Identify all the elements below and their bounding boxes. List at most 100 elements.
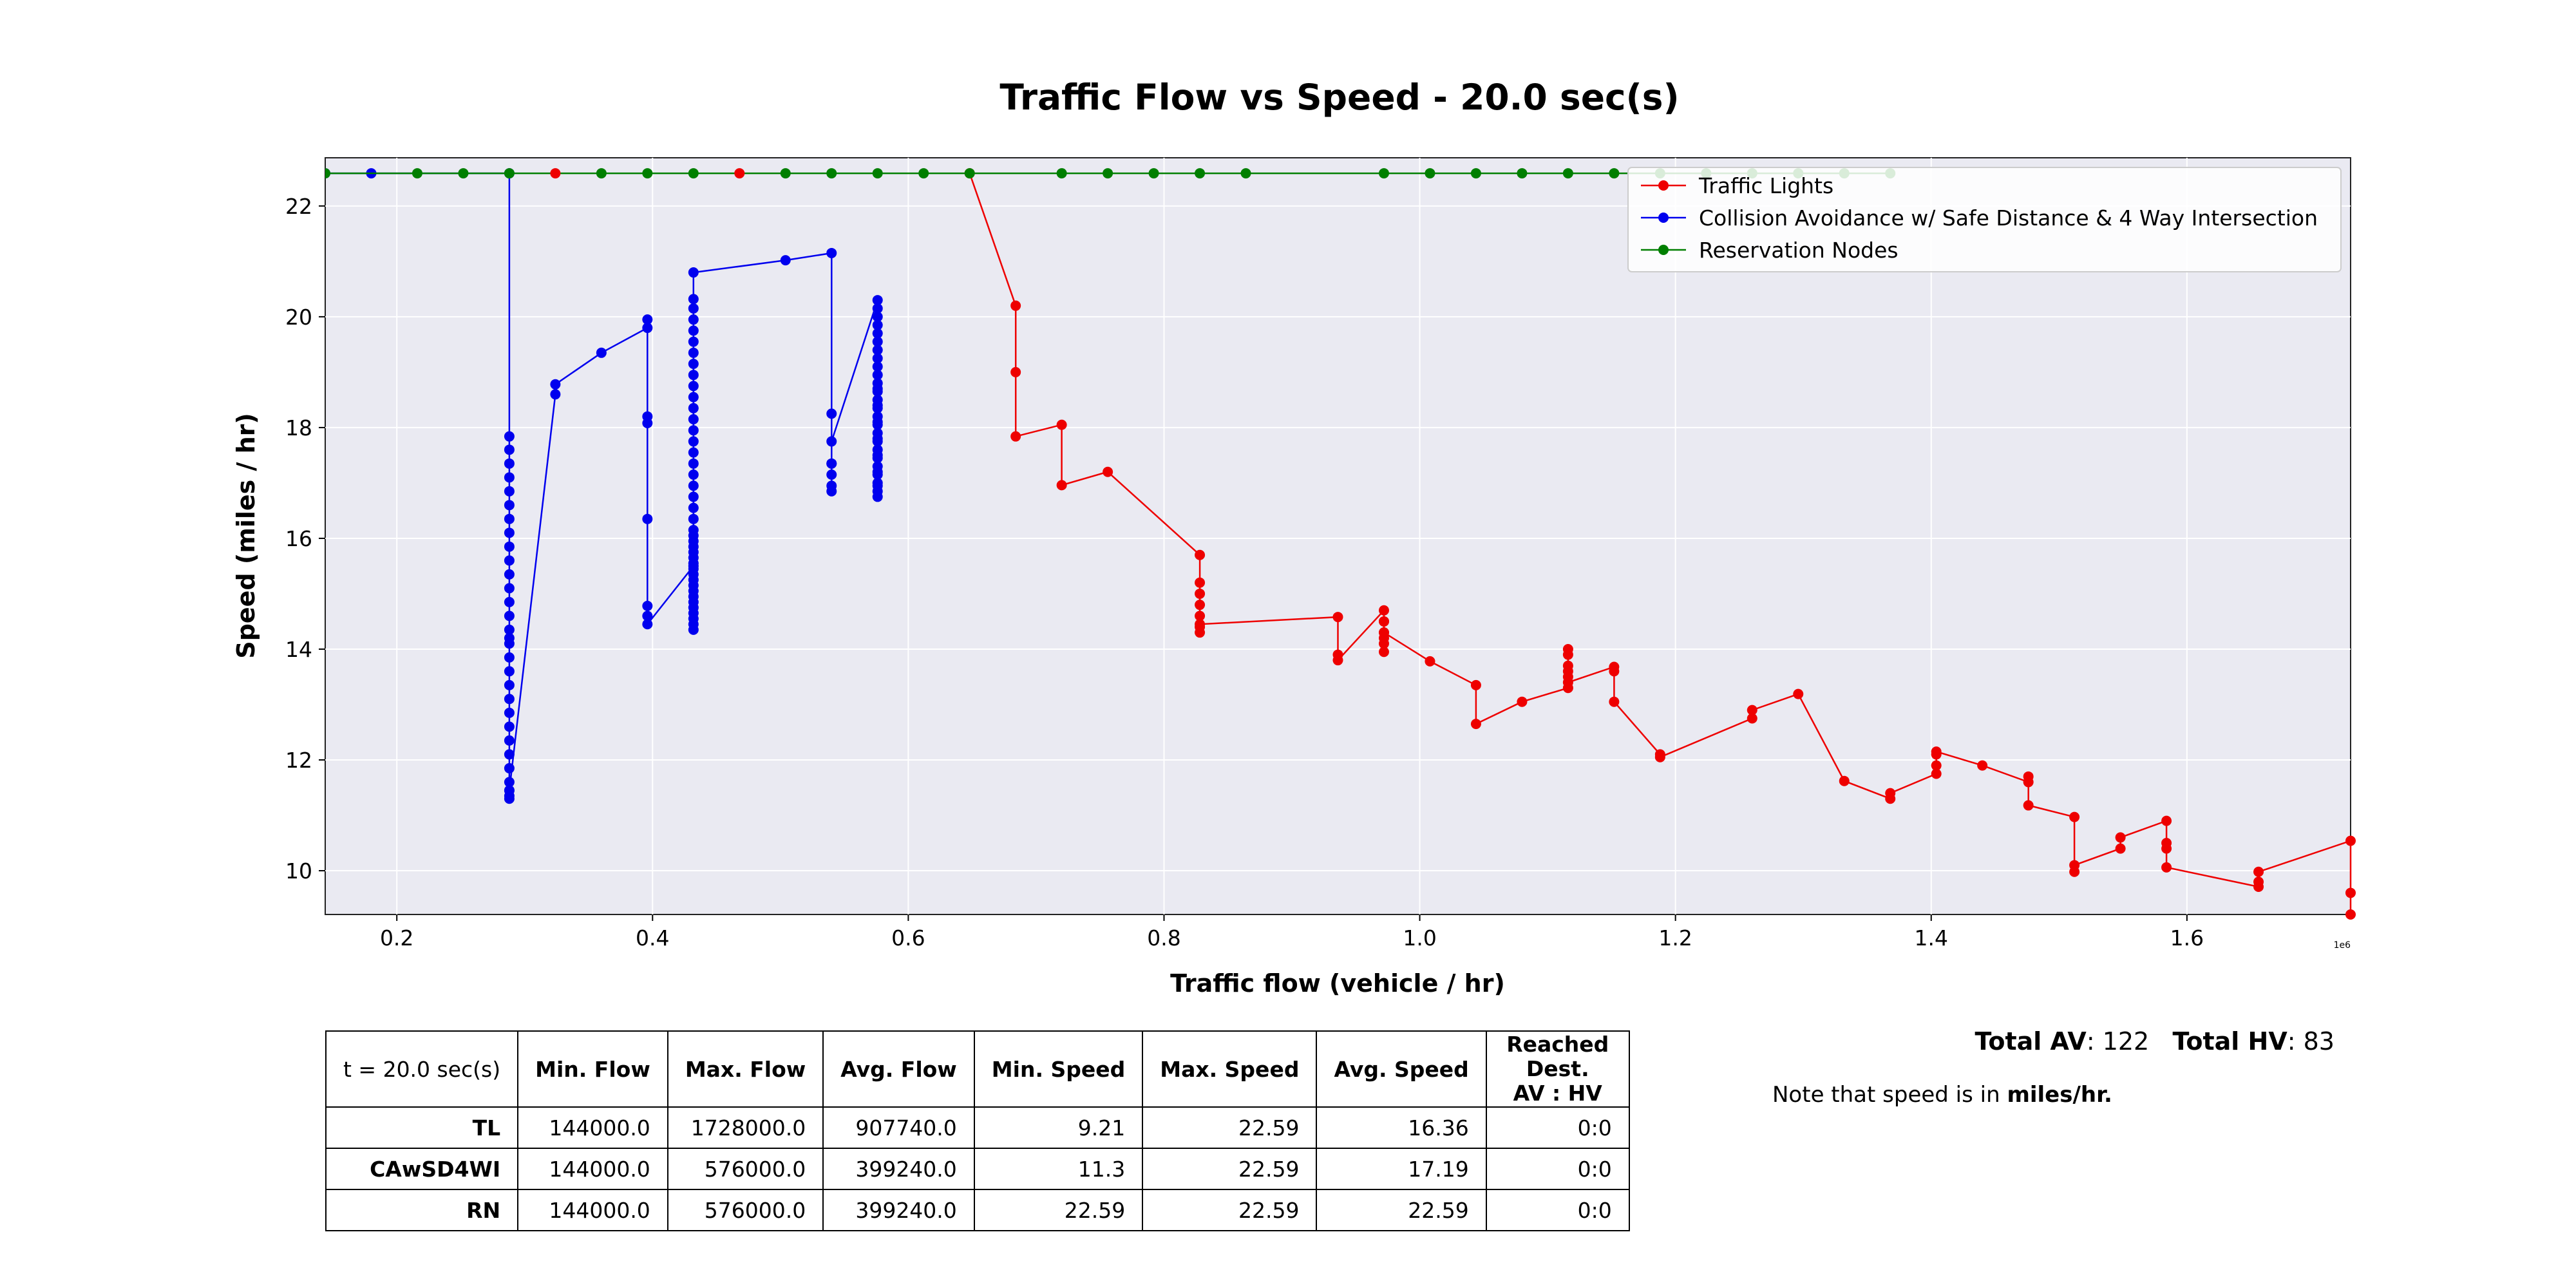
data-point [688,314,699,325]
data-point [504,472,515,483]
data-point [504,721,515,732]
total-hv-label: Total HV [2172,1027,2287,1056]
table-cell: 0:0 [1485,1106,1630,1149]
x-tick-label: 1.4 [1915,925,1948,951]
note-unit: miles/hr. [2007,1082,2112,1108]
data-point [1470,679,1481,690]
stats-table: t = 20.0 sec(s) Min. Flow Max. Flow Avg.… [325,1030,1630,1231]
data-point [2253,866,2264,877]
data-point [780,255,791,266]
data-point [325,168,330,179]
data-point [504,652,515,663]
data-point [1977,760,1988,771]
data-point [2345,887,2356,898]
data-point [504,735,515,746]
data-point [688,168,699,179]
data-point [1103,466,1113,477]
data-point [688,513,699,524]
table-cell: 576000.0 [667,1189,824,1231]
data-point [688,541,699,552]
data-point [2069,860,2080,871]
data-point [504,583,515,594]
data-point [1378,627,1389,638]
data-point [1056,480,1067,491]
table-cell: 22.59 [973,1189,1144,1231]
data-point [1378,647,1389,658]
data-point [596,168,607,179]
data-point [1517,696,1528,707]
data-point [872,433,883,444]
data-point [688,425,699,436]
data-point [872,311,883,322]
data-point [504,611,515,621]
data-point [2023,800,2034,811]
data-point [1195,168,1206,179]
data-point [826,486,837,497]
data-point [688,608,699,619]
table-row: TL 144000.0 1728000.0 907740.0 9.21 22.5… [325,1106,1630,1149]
data-point [1332,655,1343,666]
data-point [1195,619,1206,630]
x-axis-label: Traffic flow (vehicle / hr) [1170,969,1505,998]
data-point [550,379,561,390]
x-tick-label: 0.2 [380,925,413,951]
legend: Traffic Lights Collision Avoidance w/ Saf… [1627,167,2342,272]
data-point [826,408,837,419]
data-point [504,458,515,469]
data-point [872,466,883,477]
y-tick-label: 10 [285,858,312,884]
data-point [642,513,653,524]
data-point [1747,713,1757,724]
legend-label: Traffic Lights [1698,173,1833,198]
x-tick-label: 0.8 [1147,925,1180,951]
data-point [504,707,515,718]
x-tick-label: 1.2 [1658,925,1692,951]
data-point [1010,300,1021,311]
legend-label: Collision Avoidance w/ Safe Distance & 4… [1699,205,2318,231]
data-point [688,458,699,469]
data-point [1195,549,1206,560]
y-tick-label: 20 [285,305,312,330]
data-point [504,762,515,773]
data-point [688,574,699,585]
data-point [826,247,837,258]
row-label: RN [325,1189,519,1231]
data-point [504,694,515,705]
data-point [688,553,699,564]
data-point [918,168,929,179]
legend-marker [1658,245,1669,255]
data-point [872,319,883,330]
data-point [1010,366,1021,377]
y-tick-label: 12 [285,748,312,773]
data-point [504,513,515,524]
data-point [1378,168,1389,179]
data-point [688,336,699,347]
data-point [872,480,883,491]
data-point [504,749,515,760]
legend-box [1627,167,2342,272]
totals: Total AV: 122 Total HV: 83 [1975,1027,2334,1056]
x-tick-label: 0.6 [891,925,925,951]
data-point [2253,876,2264,887]
data-point [1470,168,1481,179]
data-point [1195,611,1206,621]
data-point [1425,656,1435,667]
data-point [688,414,699,425]
data-point [1332,612,1343,623]
data-point [872,450,883,460]
data-point [1425,168,1435,179]
data-point [504,596,515,607]
data-point [688,392,699,402]
data-point [688,303,699,314]
data-point [504,666,515,677]
data-point [2069,811,2080,822]
data-point [780,168,791,179]
table-corner: t = 20.0 sec(s) [325,1030,519,1108]
table-cell: 22.59 [1142,1189,1318,1231]
data-point [688,325,699,336]
data-point [642,600,653,611]
data-point [504,777,515,788]
table-cell: 144000.0 [517,1106,668,1149]
data-point [1747,705,1757,715]
table-cell: 16.36 [1316,1106,1487,1149]
